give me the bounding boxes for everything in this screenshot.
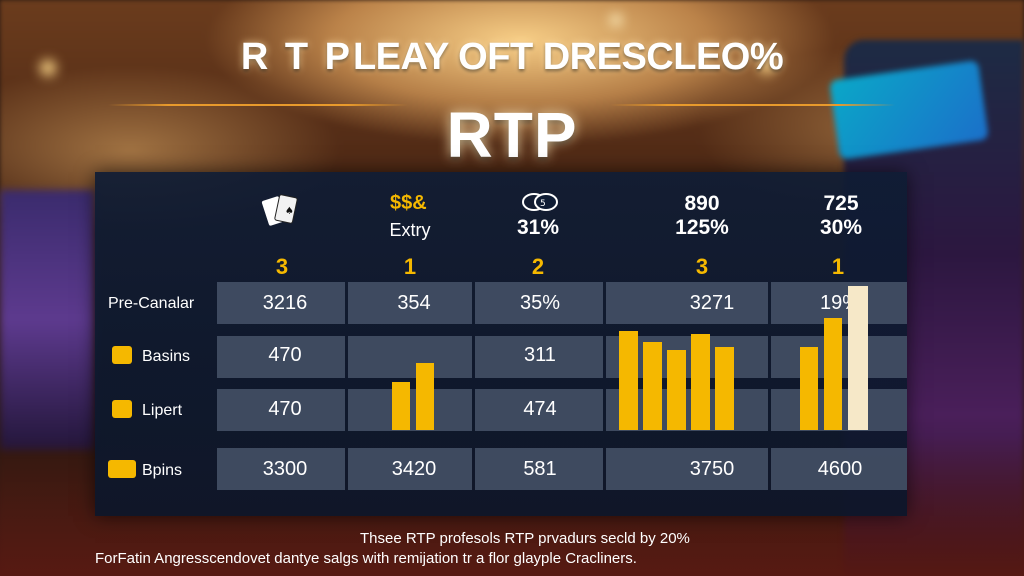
title-divider-right: [610, 104, 895, 106]
svg-text:♠: ♠: [285, 206, 294, 217]
playing-cards-icon: ♠: [261, 194, 298, 226]
column-header-4-line2: 125%: [675, 216, 729, 239]
table-cell: 3271: [689, 292, 735, 314]
rank-col-4: 3: [695, 254, 709, 279]
table-cell: 3216: [262, 292, 308, 314]
bar-mark: [691, 334, 710, 430]
rank-col-5: 1: [831, 254, 845, 279]
main-title: RTP: [446, 99, 578, 171]
table-cell: 3300: [262, 458, 308, 480]
note-icon: [112, 400, 132, 418]
bar-mark: [392, 382, 410, 430]
column-header-3: 31%: [516, 216, 560, 239]
coins-icon: [108, 460, 136, 478]
rank-col-2: 1: [403, 254, 417, 279]
table-cell: 3420: [391, 458, 437, 480]
table-cell: 3750: [689, 458, 735, 480]
bar-mark: [848, 286, 868, 430]
table-cell: 311: [524, 344, 556, 366]
table-cell: 470: [268, 398, 302, 420]
box-icon: [112, 346, 132, 364]
cash-icon: $$&: [390, 192, 427, 214]
footer-note-1: Thsee RTP profesols RTP prvadurs secld b…: [360, 530, 690, 547]
column-header-5-line1: 725: [823, 192, 859, 215]
table-cell: 474: [523, 398, 557, 420]
bar-mark: [800, 347, 818, 430]
table-row: [95, 448, 907, 490]
table-cell: 4600: [817, 458, 863, 480]
table-cell: 19%: [819, 292, 861, 314]
table-cell: 581: [523, 458, 557, 480]
row-label-bpins: Bpins: [142, 462, 183, 479]
footer-note-2: ForFatin Angresscendovet dantye salgs wi…: [95, 550, 637, 567]
bar-mark: [715, 347, 734, 430]
svg-text:5: 5: [540, 199, 546, 209]
top-title: R T PLEAY OFT DRESCLEO%: [240, 36, 784, 78]
table-cell: 35%: [519, 292, 561, 314]
bar-mark: [416, 363, 434, 430]
column-header-5-line2: 30%: [819, 216, 863, 239]
column-header-4-line1: 890: [684, 192, 720, 215]
row-label-lipert: Lipert: [142, 402, 183, 419]
rank-col-1: 3: [275, 254, 289, 279]
column-header-2: Extry: [389, 220, 431, 240]
rank-col-3: 2: [531, 254, 545, 279]
row-label-basins: Basins: [142, 348, 191, 365]
table-cell: 354: [397, 292, 431, 314]
bar-mark: [643, 342, 662, 430]
table-cell: 470: [268, 344, 302, 366]
title-divider-left: [108, 104, 408, 106]
table-row: [95, 282, 907, 324]
bar-mark: [619, 331, 638, 430]
bar-mark: [667, 350, 686, 430]
table-row: [95, 336, 907, 378]
casino-chips-icon: 5: [522, 193, 558, 211]
bar-mark: [824, 318, 842, 430]
row-label-pre-canalar: Pre-Canalar: [108, 295, 195, 312]
